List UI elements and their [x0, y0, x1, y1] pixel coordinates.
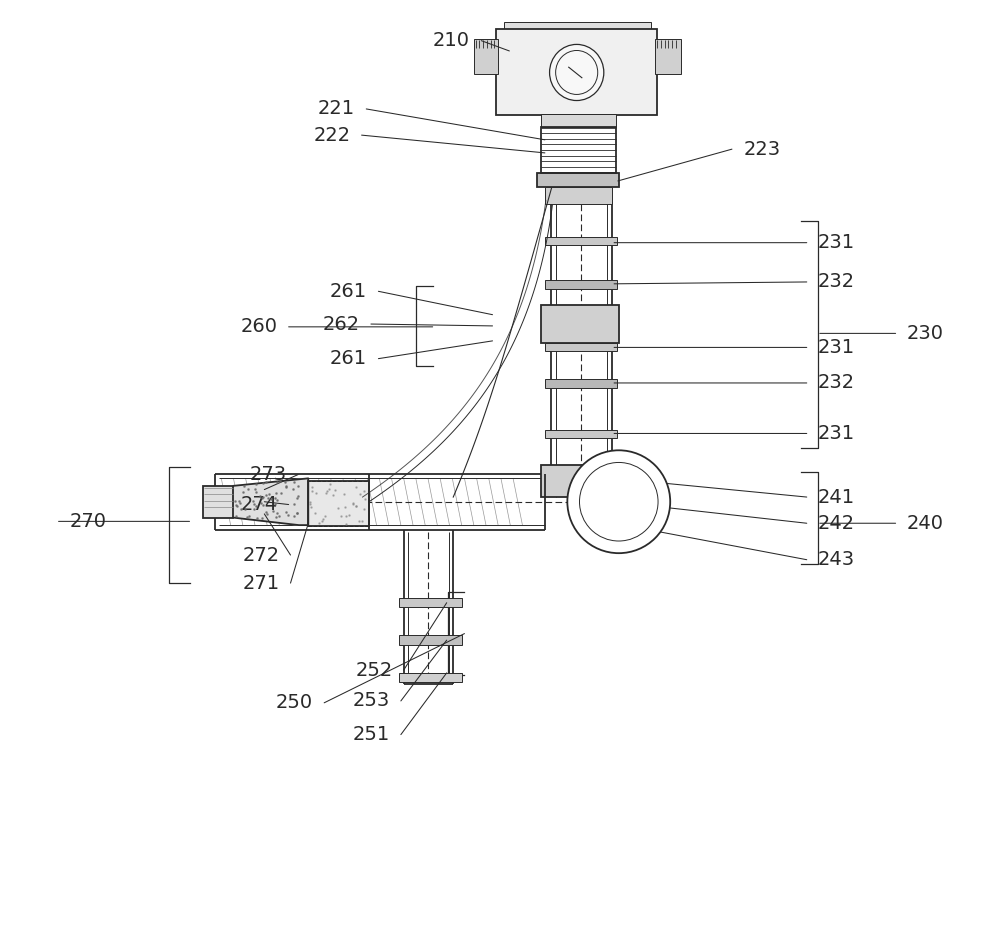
Text: 222: 222 [313, 126, 350, 144]
Text: 231: 231 [818, 338, 855, 357]
Bar [545, 379, 617, 387]
Text: 230: 230 [907, 324, 944, 343]
Text: 232: 232 [818, 373, 855, 392]
Text: 252: 252 [355, 660, 392, 679]
Text: 240: 240 [907, 514, 944, 533]
Text: 210: 210 [433, 31, 470, 50]
Bar [541, 127, 616, 174]
Bar [474, 38, 498, 74]
Bar [545, 430, 617, 438]
Text: 273: 273 [250, 465, 287, 484]
Text: 272: 272 [242, 546, 279, 565]
Circle shape [567, 450, 670, 553]
Text: 262: 262 [323, 314, 360, 334]
Bar [308, 481, 369, 526]
Text: 221: 221 [318, 99, 355, 118]
Bar [655, 38, 681, 74]
Text: 270: 270 [70, 512, 107, 531]
Ellipse shape [550, 44, 604, 100]
Bar [308, 481, 369, 526]
Bar [203, 486, 233, 518]
Text: 243: 243 [818, 551, 855, 569]
Text: 253: 253 [352, 691, 390, 710]
Text: 261: 261 [330, 281, 367, 301]
Text: 251: 251 [352, 725, 390, 744]
Bar [399, 598, 462, 608]
Text: 231: 231 [818, 234, 855, 252]
Text: 274: 274 [240, 495, 277, 514]
Bar [496, 29, 657, 115]
Text: 271: 271 [242, 574, 279, 593]
Text: 242: 242 [818, 514, 855, 533]
Bar [545, 237, 617, 246]
Bar [545, 342, 617, 351]
Text: 223: 223 [743, 140, 780, 159]
Bar [541, 113, 616, 127]
Bar [545, 280, 617, 289]
Text: 260: 260 [240, 317, 277, 337]
Bar [537, 174, 619, 188]
Text: 241: 241 [818, 488, 855, 507]
Polygon shape [233, 478, 308, 525]
Bar [541, 465, 619, 497]
Text: 231: 231 [818, 424, 855, 443]
Text: 250: 250 [276, 693, 313, 712]
Bar [541, 306, 619, 342]
Text: 261: 261 [330, 349, 367, 368]
Bar [504, 22, 651, 31]
Bar [399, 635, 462, 644]
Bar [399, 673, 462, 682]
Text: 232: 232 [818, 272, 855, 292]
Bar [545, 188, 612, 204]
